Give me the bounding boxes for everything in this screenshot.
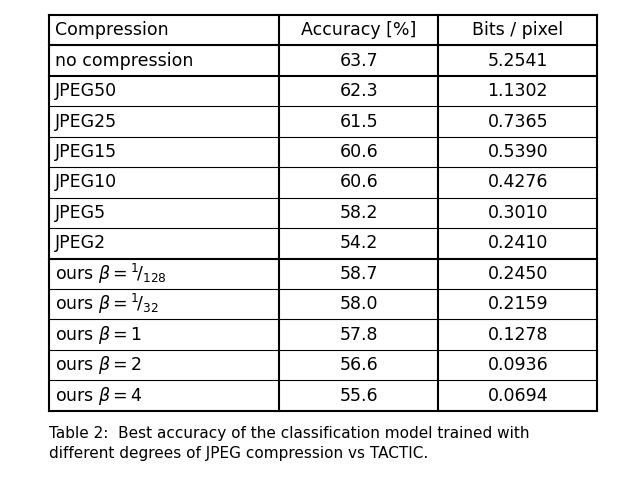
Text: 0.1278: 0.1278 bbox=[488, 326, 548, 344]
Text: JPEG5: JPEG5 bbox=[55, 204, 106, 222]
Text: ours $\beta = {^1\!/_{32}}$: ours $\beta = {^1\!/_{32}}$ bbox=[55, 292, 158, 316]
Text: 60.6: 60.6 bbox=[340, 173, 378, 191]
Text: 60.6: 60.6 bbox=[340, 143, 378, 161]
Text: Bits / pixel: Bits / pixel bbox=[472, 21, 563, 39]
Text: 61.5: 61.5 bbox=[340, 113, 378, 131]
Text: 54.2: 54.2 bbox=[340, 234, 378, 253]
Text: 0.4276: 0.4276 bbox=[488, 173, 548, 191]
Text: 0.0694: 0.0694 bbox=[488, 387, 548, 405]
Text: no compression: no compression bbox=[55, 52, 193, 70]
Text: 0.5390: 0.5390 bbox=[488, 143, 548, 161]
Text: 58.7: 58.7 bbox=[340, 265, 378, 283]
Text: Table 2:  Best accuracy of the classification model trained with
different degre: Table 2: Best accuracy of the classifica… bbox=[49, 426, 530, 460]
Text: 0.2410: 0.2410 bbox=[488, 234, 548, 253]
Text: 0.3010: 0.3010 bbox=[488, 204, 548, 222]
Text: 56.6: 56.6 bbox=[340, 356, 378, 374]
Text: 0.0936: 0.0936 bbox=[488, 356, 548, 374]
Text: 63.7: 63.7 bbox=[340, 52, 378, 70]
Text: 1.1302: 1.1302 bbox=[488, 82, 548, 100]
Text: 0.2450: 0.2450 bbox=[488, 265, 548, 283]
Text: ours $\beta = 2$: ours $\beta = 2$ bbox=[55, 354, 142, 376]
Text: JPEG50: JPEG50 bbox=[55, 82, 117, 100]
Text: JPEG2: JPEG2 bbox=[55, 234, 106, 253]
Text: JPEG10: JPEG10 bbox=[55, 173, 117, 191]
Text: ours $\beta = 1$: ours $\beta = 1$ bbox=[55, 324, 142, 346]
Text: 0.2159: 0.2159 bbox=[488, 295, 548, 313]
Text: 57.8: 57.8 bbox=[340, 326, 378, 344]
Text: ours $\beta = {^1\!/_{128}}$: ours $\beta = {^1\!/_{128}}$ bbox=[55, 262, 166, 286]
Text: 62.3: 62.3 bbox=[340, 82, 378, 100]
Text: ours $\beta = 4$: ours $\beta = 4$ bbox=[55, 385, 143, 407]
Text: JPEG15: JPEG15 bbox=[55, 143, 117, 161]
Text: Accuracy [%]: Accuracy [%] bbox=[301, 21, 417, 39]
Text: 0.7365: 0.7365 bbox=[488, 113, 548, 131]
Text: Compression: Compression bbox=[55, 21, 168, 39]
Text: JPEG25: JPEG25 bbox=[55, 113, 117, 131]
Text: 58.2: 58.2 bbox=[340, 204, 378, 222]
Text: 55.6: 55.6 bbox=[340, 387, 378, 405]
Text: 58.0: 58.0 bbox=[340, 295, 378, 313]
Text: 5.2541: 5.2541 bbox=[488, 52, 548, 70]
